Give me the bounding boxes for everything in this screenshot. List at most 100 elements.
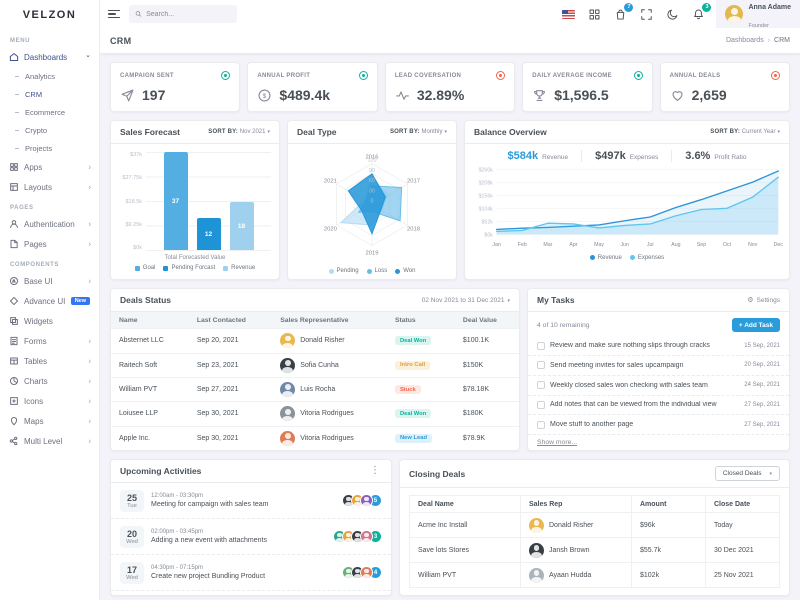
sidebar-item-base-ui[interactable]: Base UI bbox=[0, 271, 99, 291]
activity-item: 20 Wed 02:00pm - 03:45pm Adding a new even… bbox=[111, 519, 391, 556]
avatar bbox=[280, 406, 296, 422]
table-row[interactable]: William PVT Ayaan Hudda $102k 25 Nov 2021 bbox=[409, 562, 780, 589]
table-row[interactable]: Absternet LLC Sep 20, 2021 Donald Risher De… bbox=[111, 328, 519, 354]
dark-mode-button[interactable] bbox=[664, 6, 681, 23]
activity-date: 17 Wed bbox=[120, 561, 144, 584]
date-range-filter[interactable]: 02 Nov 2021 to 31 Dec 2021 bbox=[422, 297, 510, 304]
deal-type-sort-dropdown[interactable]: SORT BY: Monthly bbox=[390, 129, 447, 135]
svg-text:$208k: $208k bbox=[479, 181, 494, 187]
activity-date: 20 Wed bbox=[120, 525, 144, 548]
sidebar-item-advance-ui[interactable]: Advance UI New bbox=[0, 291, 99, 311]
sidebar-item-crm[interactable]: CRM bbox=[0, 85, 99, 103]
sidebar-item-forms[interactable]: Forms bbox=[0, 331, 99, 351]
sidebar-item-widgets[interactable]: Widgets bbox=[0, 311, 99, 331]
task-checkbox[interactable] bbox=[537, 381, 545, 390]
sidebar-item-pages[interactable]: Pages bbox=[0, 234, 99, 254]
task-checkbox[interactable] bbox=[537, 361, 545, 370]
user-menu[interactable]: Anna Adame Founder bbox=[716, 0, 800, 29]
balance-overview-stats: $584k Revenue $497k Expenses 3.6% Profit Ra… bbox=[465, 144, 789, 164]
avatar bbox=[529, 542, 544, 558]
legend-item[interactable]: Pending Forcast bbox=[163, 265, 215, 271]
cart-button[interactable]: 7 bbox=[612, 2, 634, 23]
legend-item[interactable]: Expenses bbox=[629, 255, 664, 261]
status-info-icon bbox=[221, 71, 231, 80]
brand-logo[interactable]: VELZON bbox=[22, 9, 77, 21]
sidebar-item-analytics[interactable]: Analytics bbox=[0, 67, 99, 85]
sales-forecast-chart: $37k $27.75k $18.5k $9.25k $0k 37 12 18 Total F… bbox=[111, 144, 279, 279]
legend-item[interactable]: Pending bbox=[328, 268, 359, 274]
sidebar-item-maps[interactable]: Maps bbox=[0, 411, 99, 431]
search-icon bbox=[135, 11, 142, 17]
kebab-menu-icon[interactable] bbox=[368, 466, 382, 476]
web-apps-button[interactable] bbox=[586, 6, 603, 23]
sidebar-item-projects[interactable]: Projects bbox=[0, 139, 99, 157]
settings-button[interactable]: Settings bbox=[747, 296, 781, 304]
sidebar-item-multi-level[interactable]: Multi Level bbox=[0, 431, 99, 451]
sales-forecast-yaxis: $37k $27.75k $18.5k $9.25k $0k bbox=[122, 152, 142, 252]
legend-item[interactable]: Revenue bbox=[589, 255, 622, 261]
closing-deals-table: Deal Name Sales Rep Amount Close Date Ac… bbox=[409, 495, 780, 589]
breadcrumb-dashboards[interactable]: Dashboards bbox=[725, 37, 764, 44]
fullscreen-button[interactable] bbox=[638, 6, 655, 23]
kpi-card-lead-conversation: LEAD COVERSATION 32.89% bbox=[384, 62, 516, 112]
svg-text:120: 120 bbox=[368, 158, 377, 164]
svg-text:Jun: Jun bbox=[620, 242, 629, 248]
page-content: CAMPAIGN SENT 197 ANNUAL PROFIT $ $489.4k… bbox=[100, 54, 800, 600]
x-axis-label: Total Forecasted Value bbox=[164, 255, 226, 262]
task-checkbox[interactable] bbox=[537, 341, 545, 350]
sidebar-item-authentication[interactable]: Authentication bbox=[0, 214, 99, 234]
task-checkbox[interactable] bbox=[537, 420, 545, 429]
svg-text:2017: 2017 bbox=[407, 179, 420, 185]
table-row[interactable]: Save lots Stores Jansh Brown $55.7k 30 Dec … bbox=[409, 537, 780, 564]
bar-goal: 37 bbox=[163, 152, 188, 251]
notifications-button[interactable]: 3 bbox=[690, 2, 712, 23]
form-icon bbox=[10, 336, 18, 346]
sidebar-item-apps[interactable]: Apps bbox=[0, 157, 99, 177]
deals-status-card: Deals Status 02 Nov 2021 to 31 Dec 2021 N… bbox=[110, 288, 520, 452]
profit-ratio: 3.6% bbox=[685, 150, 711, 162]
sidebar-item-layouts[interactable]: Layouts bbox=[0, 177, 99, 197]
svg-text:30: 30 bbox=[369, 188, 375, 194]
avatar-group: 5 bbox=[342, 494, 382, 508]
avatar bbox=[529, 567, 544, 583]
search-box[interactable] bbox=[129, 5, 237, 23]
table-row[interactable]: Loiusee LLP Sep 30, 2021 Vitoria Rodrigues… bbox=[111, 401, 519, 427]
search-input[interactable] bbox=[146, 10, 231, 18]
kpi-card-annual-deals: ANNUAL DEALS 2,659 bbox=[659, 62, 791, 112]
sidebar-item-charts[interactable]: Charts bbox=[0, 371, 99, 391]
legend-item[interactable]: Loss bbox=[366, 268, 387, 274]
sidebar-item-icons[interactable]: Icons bbox=[0, 391, 99, 411]
table-row[interactable]: William PVT Sep 27, 2021 Luis Rocha Stuck $7… bbox=[111, 376, 519, 402]
legend-item[interactable]: Revenue bbox=[223, 265, 255, 271]
legend-item[interactable]: Won bbox=[395, 268, 415, 274]
sidebar-item-tables[interactable]: Tables bbox=[0, 351, 99, 371]
svg-text:2019: 2019 bbox=[365, 251, 378, 257]
table-row[interactable]: Acme Inc Install Donald Risher $96k Today bbox=[409, 512, 780, 539]
avatar bbox=[280, 333, 296, 349]
card-title: Closing Deals bbox=[409, 468, 466, 479]
hamburger-menu-icon[interactable] bbox=[108, 9, 120, 19]
svg-text:$0k: $0k bbox=[484, 232, 493, 238]
sidebar-item-ecommerce[interactable]: Ecommerce bbox=[0, 103, 99, 121]
language-flag-button[interactable] bbox=[560, 6, 577, 23]
breadcrumb-crm[interactable]: CRM bbox=[764, 37, 790, 44]
legend-item[interactable]: Goal bbox=[134, 265, 155, 271]
gem-icon bbox=[9, 296, 19, 306]
balance-overview-sort-dropdown[interactable]: SORT BY: Current Year bbox=[710, 129, 780, 135]
table-row[interactable]: Raitech Soft Sep 23, 2021 Sofia Cunha Intro… bbox=[111, 352, 519, 378]
mid-row: Deals Status 02 Nov 2021 to 31 Dec 2021 N… bbox=[110, 288, 790, 452]
table-row[interactable]: Apple Inc. Sep 30, 2021 Vitoria Rodrigues N… bbox=[111, 425, 519, 451]
closed-deals-select[interactable]: Closed Deals bbox=[714, 466, 780, 482]
sidebar-item-crypto[interactable]: Crypto bbox=[0, 121, 99, 139]
share-icon bbox=[9, 436, 18, 446]
deal-type-chart: 2016 2017 2018 2019 2020 2021 120 90 60 30 0 bbox=[324, 155, 420, 257]
task-item: Review and make sure nothing slips throu… bbox=[528, 336, 789, 356]
show-more-link[interactable]: Show more... bbox=[537, 439, 578, 447]
sidebar-item-dashboards[interactable]: Dashboards bbox=[0, 47, 99, 67]
task-checkbox[interactable] bbox=[537, 400, 545, 409]
closing-deals-card: Closing Deals Closed Deals Deal Name Sale… bbox=[399, 459, 790, 597]
sales-forecast-sort-dropdown[interactable]: SORT BY: Nov 2021 bbox=[208, 129, 270, 135]
svg-text:Sep: Sep bbox=[697, 242, 706, 248]
status-info-icon bbox=[358, 71, 368, 80]
add-task-button[interactable]: + Add Task bbox=[731, 318, 780, 333]
